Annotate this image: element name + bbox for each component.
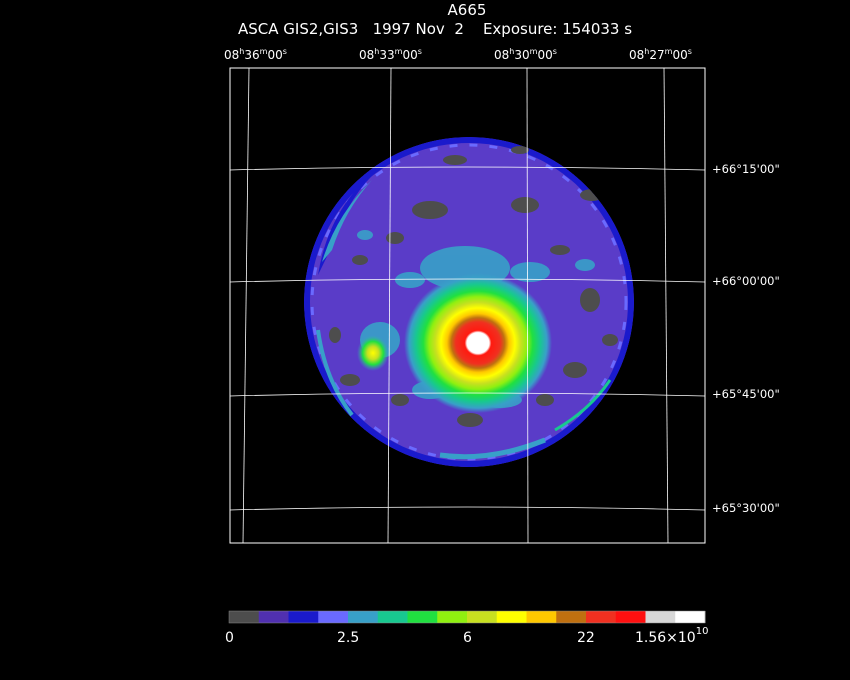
image-frame (229, 67, 706, 544)
colorbar-label: 2.5 (337, 630, 360, 646)
dec-tick-label: +66°00'00" (712, 274, 780, 288)
ra-tick-label: 08h33m00s (359, 47, 422, 62)
colorbar-label: 0 (225, 630, 234, 646)
observation-subtitle: ASCA GIS2,GIS3 1997 Nov 2 Exposure: 1540… (238, 20, 633, 38)
point-source (357, 335, 389, 371)
dec-tick-label: +65°45'00" (712, 387, 780, 401)
cluster-core (404, 273, 552, 413)
ra-tick-label: 08h30m00s (494, 47, 557, 62)
coordinate-grid (229, 67, 706, 544)
image-title: A665 (447, 1, 487, 19)
colorbar-label: 22 (577, 630, 595, 646)
colorbar-label: 6 (463, 630, 472, 646)
dec-tick-label: +66°15'00" (712, 162, 780, 176)
ra-tick-label: 08h36m00s (224, 47, 287, 62)
ra-tick-label: 08h27m00s (629, 47, 692, 62)
dec-tick-label: +65°30'00" (712, 501, 780, 515)
colorbar-label: 1.56×1010 (635, 626, 709, 646)
